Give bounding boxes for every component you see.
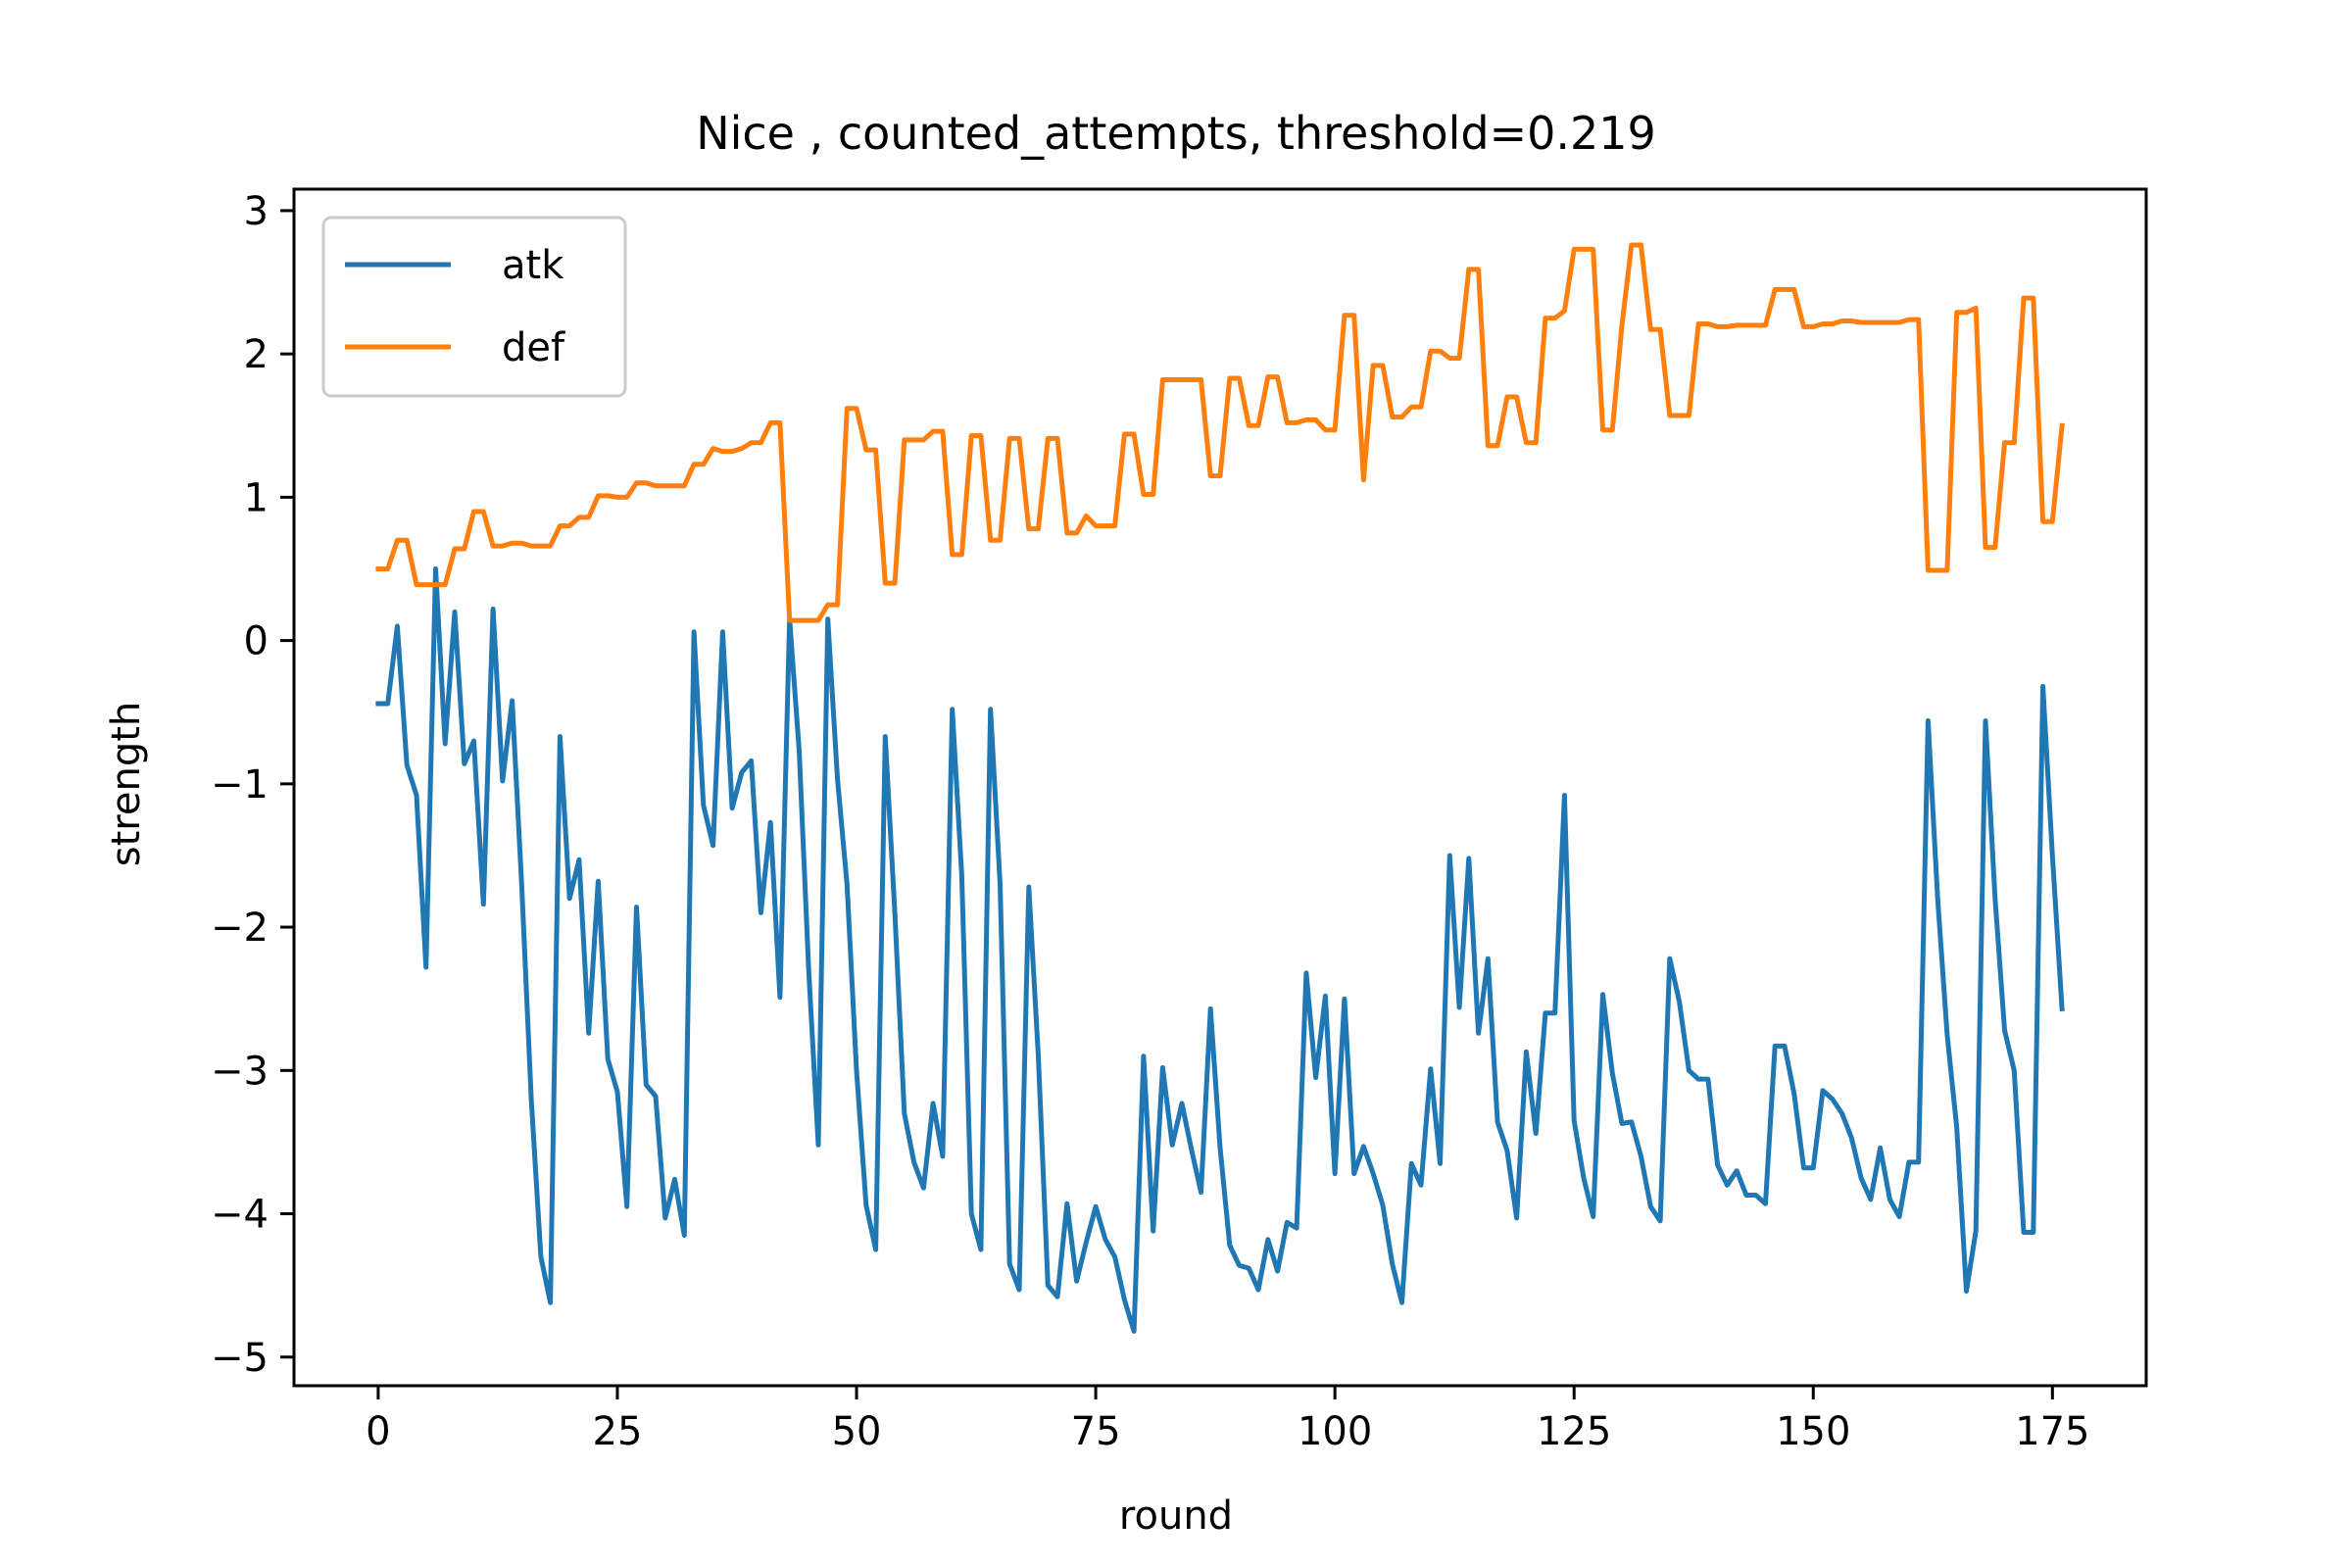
x-tick-label: 100	[1298, 1409, 1372, 1454]
y-tick-label: −4	[211, 1193, 269, 1238]
y-axis-label: strength	[104, 702, 149, 866]
plot-area	[292, 187, 2148, 1388]
y-tick-label: 2	[244, 332, 269, 377]
legend-label-atk: atk	[502, 243, 564, 288]
legend-label-def: def	[502, 325, 565, 370]
axes-frame	[292, 187, 2148, 1388]
y-tick-label: −1	[211, 762, 269, 808]
x-tick-label: 75	[1071, 1409, 1121, 1454]
chart-title: Nice , counted_attempts, threshold=0.219	[696, 107, 1656, 160]
legend: atk def	[321, 216, 627, 398]
series-line-def	[375, 242, 2065, 623]
x-tick-label: 0	[366, 1409, 390, 1454]
y-tick-label: 3	[244, 189, 269, 234]
y-tick-label: −3	[211, 1049, 269, 1094]
x-axis-label: round	[1119, 1494, 1233, 1539]
x-tick-label: 150	[1776, 1409, 1850, 1454]
x-tick-label: 125	[1537, 1409, 1611, 1454]
y-tick-label: −5	[211, 1336, 269, 1381]
series-line-atk	[375, 566, 2065, 1334]
x-axis: 0 25 50 75 100 125 150 175	[366, 1386, 2090, 1454]
x-tick-label: 50	[832, 1409, 882, 1454]
y-tick-label: 1	[244, 475, 269, 520]
y-axis: 3 2 1 0 −1 −2 −3 −4 −5	[211, 189, 294, 1381]
y-tick-label: −2	[211, 906, 269, 951]
legend-box	[321, 216, 627, 398]
y-tick-label: 0	[244, 619, 269, 664]
x-tick-label: 25	[593, 1409, 643, 1454]
x-tick-label: 175	[2015, 1409, 2089, 1454]
